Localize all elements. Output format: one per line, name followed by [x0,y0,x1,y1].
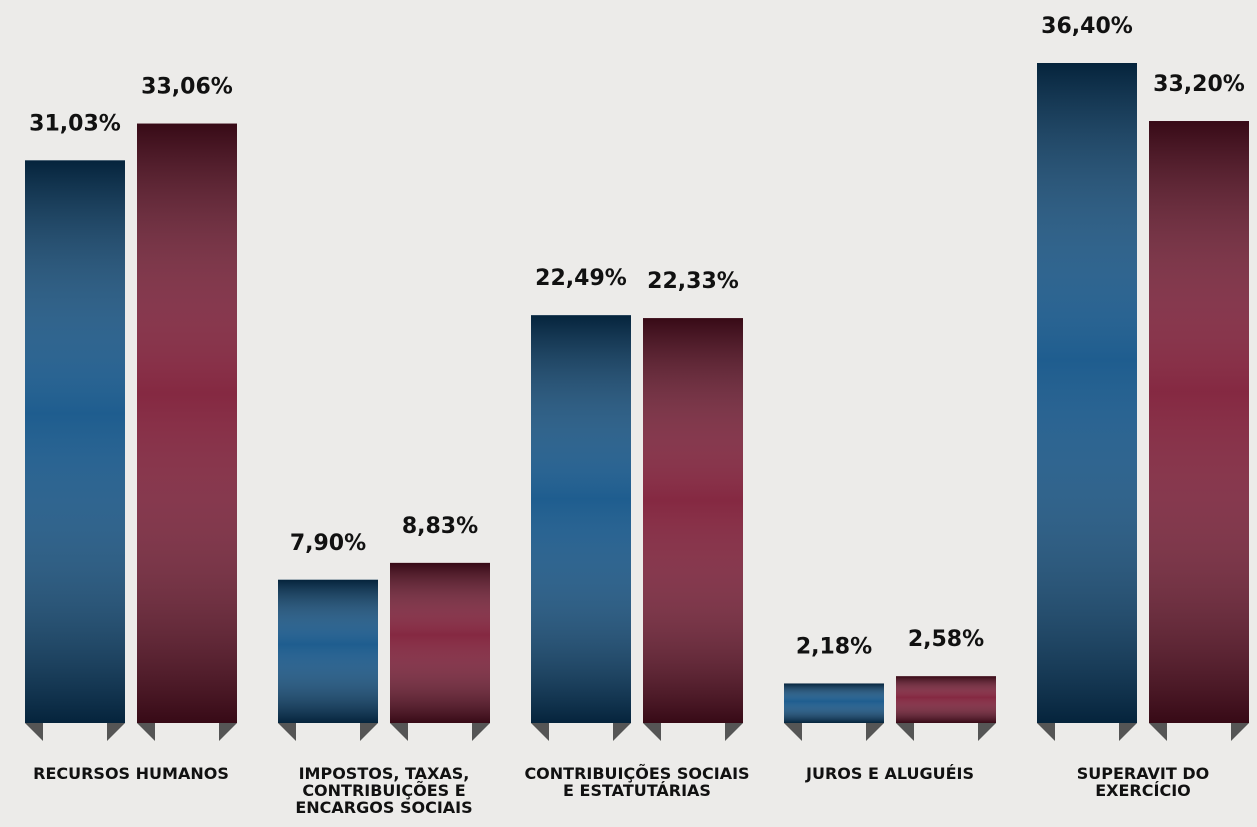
bar-foot [472,723,490,741]
value-label: 36,40% [1041,14,1133,39]
bar-foot [613,723,631,741]
bar-foot [25,723,43,741]
category-label: IMPOSTOS, TAXAS, CONTRIBUIÇÕES E ENCARGO… [295,764,473,817]
value-label: 33,20% [1153,72,1245,97]
bar-foot [725,723,743,741]
bar-shade [278,579,378,723]
bar-foot [1037,723,1055,741]
bar-foot [278,723,296,741]
value-label: 2,18% [796,634,872,659]
category-label: CONTRIBUIÇÕES SOCIAIS E ESTATUTÁRIAS [524,764,750,800]
value-label: 31,03% [29,111,121,136]
bar-foot [784,723,802,741]
value-label: 7,90% [290,531,366,556]
bar-foot [1231,723,1249,741]
bar-foot [866,723,884,741]
bar-foot [1119,723,1137,741]
bar-foot [1149,723,1167,741]
category-label: JUROS E ALUGUÉIS [806,764,974,783]
bar-foot [360,723,378,741]
bar-shade [896,676,996,723]
bar-foot [390,723,408,741]
bar-shade [784,683,884,723]
value-label: 33,06% [141,75,233,100]
bar-shade [531,315,631,723]
category-label: SUPERAVIT DO EXERCÍCIO [1076,764,1210,800]
bar-shade [390,562,490,723]
value-label: 22,49% [535,266,627,291]
bar-foot [978,723,996,741]
bar-foot [219,723,237,741]
value-label: 22,33% [647,269,739,294]
value-label: 2,58% [908,627,984,652]
bar-shade [1037,63,1137,723]
bar-foot [107,723,125,741]
bar-foot [137,723,155,741]
bar-shade [137,123,237,724]
value-label: 8,83% [402,514,478,539]
bar-foot [531,723,549,741]
bar-foot [643,723,661,741]
bar-shade [1149,121,1249,724]
bar-shade [25,160,125,723]
category-label: RECURSOS HUMANOS [33,764,229,783]
bar-shade [643,318,743,723]
bar-foot [896,723,914,741]
